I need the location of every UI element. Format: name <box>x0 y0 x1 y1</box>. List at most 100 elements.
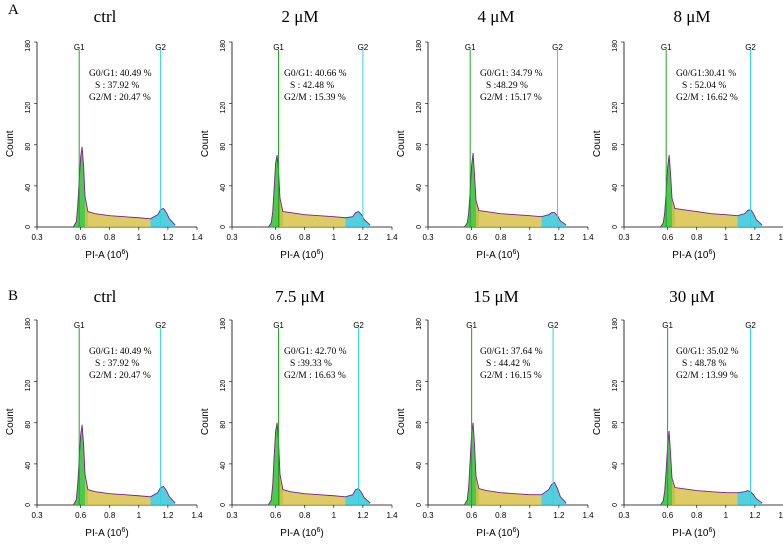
histogram-panel: 4 μM 0 40 80 120 180 Count 0.3 0.6 0.8 1 1.2 1.4 PI-A… <box>396 7 594 261</box>
histogram-panel: ctrl 0 40 80 120 180 Count 0.3 0.6 0.8 1 1.2 1.4 PI-A… <box>5 287 203 539</box>
y-axis-title: Count <box>5 130 16 157</box>
s-phase-area <box>672 198 738 227</box>
g0g1-stat: G0/G1: 34.79 % <box>480 69 543 79</box>
y-tick-label: 120 <box>25 380 32 392</box>
s-phase-stat: S :39.33 % <box>290 359 332 369</box>
y-tick-label: 180 <box>416 318 423 330</box>
g1-peak-area <box>660 155 675 227</box>
x-axis-title-exponent: 6 <box>121 249 125 256</box>
s-phase-stat: S : 37.92 % <box>95 359 139 369</box>
g1-peak-label: G1 <box>74 43 85 52</box>
g2m-stat: G2/M : 13.99 % <box>676 371 738 381</box>
histogram-outline <box>463 422 567 506</box>
g2m-stat: G2/M : 15.17 % <box>480 93 542 103</box>
g2-peak-area <box>541 212 567 227</box>
g0g1-stat: G0/G1: 37.64 % <box>480 347 543 357</box>
x-tick-label: 0.6 <box>662 511 674 520</box>
g2-peak-area <box>737 490 763 505</box>
g1-peak-area <box>464 153 479 227</box>
x-tick-label: 0.3 <box>422 233 434 242</box>
x-axis-title-close: ) <box>516 250 519 261</box>
y-tick-label: 0 <box>612 225 619 229</box>
x-tick-label: 1.4 <box>778 511 783 520</box>
x-tick-label: 1.2 <box>357 233 369 242</box>
g1-peak-label: G1 <box>74 321 85 330</box>
y-tick-label: 120 <box>416 102 423 114</box>
x-tick-label: 0.3 <box>226 233 238 242</box>
x-axis-title-base: PI-A (10 <box>476 528 513 539</box>
x-axis-title-close: ) <box>125 250 128 261</box>
g1-peak-label: G1 <box>273 321 284 330</box>
x-axis-title-close: ) <box>712 528 715 539</box>
y-tick-label: 40 <box>25 184 32 192</box>
g1-peak-label: G1 <box>273 43 284 52</box>
histogram-outline <box>267 154 371 228</box>
y-tick-label: 40 <box>612 184 619 192</box>
x-axis-title: PI-A (106) <box>476 249 519 261</box>
g2-peak-area <box>345 211 371 227</box>
g0g1-stat: G0/G1: 42.70 % <box>284 347 347 357</box>
x-tick-label: 1.4 <box>582 511 594 520</box>
g2m-stat: G2/M : 15.39 % <box>284 93 346 103</box>
g1-peak-area <box>268 155 283 227</box>
g1-peak-label: G1 <box>465 43 476 52</box>
x-tick-label: 1.4 <box>191 511 203 520</box>
x-tick-label: 1 <box>137 511 142 520</box>
y-tick-label: 120 <box>612 380 619 392</box>
x-axis-title-close: ) <box>320 528 323 539</box>
g2m-stat: G2/M : 20.47 % <box>89 93 151 103</box>
g2-peak-area <box>150 486 176 505</box>
x-axis-title-exponent: 6 <box>512 249 516 256</box>
x-axis-title-base: PI-A (10 <box>85 528 122 539</box>
panel-title: 2 μM <box>282 7 319 26</box>
histogram-panel: 30 μM 0 40 80 120 180 Count 0.3 0.6 0.8 1 1.2 1.4 PI-… <box>592 287 783 539</box>
x-axis-title-exponent: 6 <box>316 527 320 534</box>
panel-title: 15 μM <box>473 287 518 306</box>
x-axis-title-exponent: 6 <box>316 249 320 256</box>
g2-peak-area <box>150 208 176 227</box>
x-tick-label: 0.6 <box>466 511 478 520</box>
x-axis-title-base: PI-A (10 <box>280 250 317 261</box>
y-tick-label: 40 <box>416 462 423 470</box>
x-tick-label: 0.8 <box>495 511 507 520</box>
y-tick-label: 180 <box>25 318 32 330</box>
s-phase-area <box>476 476 542 505</box>
x-tick-label: 1.4 <box>386 233 398 242</box>
x-axis-title-close: ) <box>320 250 323 261</box>
g0g1-stat: G0/G1: 40.49 % <box>89 69 152 79</box>
y-tick-label: 80 <box>416 143 423 151</box>
g2-peak-label: G2 <box>155 321 166 330</box>
histogram-panel: 15 μM 0 40 80 120 180 Count 0.3 0.6 0.8 1 1.2 1.4 PI-… <box>396 287 594 539</box>
x-tick-label: 0.8 <box>691 511 703 520</box>
x-axis-title-close: ) <box>712 250 715 261</box>
x-tick-label: 0.6 <box>662 233 674 242</box>
x-axis-title: PI-A (106) <box>280 527 323 539</box>
histogram-panel: ctrl 0 40 80 120 180 Count 0.3 0.6 0.8 1 1.2 1.4 PI-A… <box>5 7 203 261</box>
y-tick-label: 40 <box>416 184 423 192</box>
x-tick-label: 1.4 <box>582 233 594 242</box>
s-phase-stat: S : 48.78 % <box>682 359 726 369</box>
x-tick-label: 1 <box>528 233 533 242</box>
g2-peak-label: G2 <box>745 321 756 330</box>
x-axis-title-base: PI-A (10 <box>85 250 122 261</box>
x-axis-title-base: PI-A (10 <box>476 250 513 261</box>
y-tick-label: 40 <box>220 462 227 470</box>
x-axis-title-exponent: 6 <box>121 527 125 534</box>
x-tick-label: 1 <box>724 233 729 242</box>
histogram-panel: 7.5 μM 0 40 80 120 180 Count 0.3 0.6 0.8 1 1.2 1.4 PI… <box>200 287 398 539</box>
x-tick-label: 1.2 <box>162 233 174 242</box>
g2-peak-label: G2 <box>745 43 756 52</box>
y-tick-label: 0 <box>220 503 227 507</box>
x-tick-label: 0.6 <box>75 511 87 520</box>
panel-title: 30 μM <box>669 287 714 306</box>
s-phase-stat: S : 37.92 % <box>95 81 139 91</box>
x-axis-title: PI-A (106) <box>672 527 715 539</box>
g1-peak-area <box>73 146 88 227</box>
x-tick-label: 0.3 <box>31 511 43 520</box>
x-tick-label: 1.2 <box>162 511 174 520</box>
x-tick-label: 0.3 <box>618 233 630 242</box>
y-tick-label: 120 <box>612 102 619 114</box>
